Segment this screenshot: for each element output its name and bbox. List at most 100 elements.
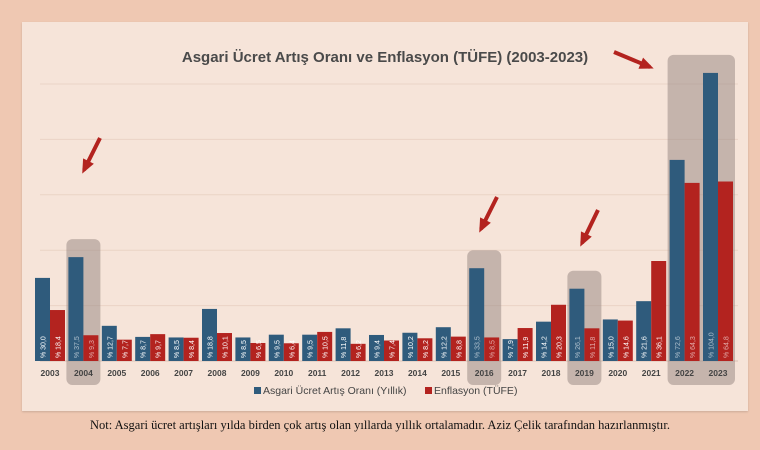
bar-inflation-2003	[50, 310, 65, 361]
bar-inflation-2021	[651, 261, 667, 361]
data-label: % 7,9	[508, 340, 515, 358]
x-tick-label: 2017	[508, 368, 527, 378]
bar-wage-2003	[35, 277, 50, 361]
data-label: % 8,8	[456, 340, 463, 358]
bar-wage-2006	[135, 336, 151, 361]
data-label: % 12,7	[107, 336, 114, 358]
bar-wage-2011	[302, 334, 318, 361]
x-tick-label: 2004	[74, 368, 93, 378]
data-label: % 33,5	[475, 336, 482, 358]
x-tick-label: 2003	[41, 368, 60, 378]
legend-swatch-wage	[254, 387, 261, 394]
bar-inflation-2022	[684, 182, 700, 361]
data-label: % 10,1	[223, 336, 230, 358]
arrowhead-icon	[82, 158, 94, 174]
x-tick-label: 2008	[208, 368, 227, 378]
data-label: % 14,6	[623, 336, 630, 358]
bar-wage-2015	[435, 327, 451, 361]
x-tick-label: 2012	[341, 368, 360, 378]
bar-inflation-2015	[450, 336, 466, 361]
bar-inflation-2013	[384, 340, 399, 361]
data-label: % 72,6	[675, 336, 682, 358]
data-label: % 8,5	[241, 340, 248, 358]
bar-inflation-2018	[551, 304, 566, 361]
bar-wage-2016	[469, 268, 485, 361]
data-label: % 64,8	[724, 336, 731, 358]
x-tick-label: 2016	[475, 368, 494, 378]
bar-inflation-2006	[150, 334, 166, 361]
data-label: % 12,2	[441, 336, 448, 358]
data-label: % 6,4	[289, 340, 296, 358]
bar-inflation-2012	[350, 343, 366, 361]
data-label: % 11,8	[590, 337, 597, 358]
x-tick-label: 2019	[575, 368, 594, 378]
data-label: % 15,0	[608, 336, 615, 358]
chart: Asgari Ücret Artış Oranı ve Enflasyon (T…	[35, 49, 738, 397]
bar-inflation-2023	[718, 181, 733, 361]
x-tick-label: 2021	[642, 368, 661, 378]
data-label: % 21,6	[642, 336, 649, 358]
bar-inflation-2009	[250, 342, 266, 361]
data-label: % 7,4	[390, 340, 397, 358]
x-tick-label: 2007	[174, 368, 193, 378]
data-label: % 18,4	[56, 336, 63, 358]
bar-wage-2007	[168, 337, 184, 361]
legend-label-inflation: Enflasyon (TÜFE)	[434, 385, 517, 397]
data-label: % 14,2	[542, 336, 549, 358]
bar-wage-2023	[703, 72, 718, 362]
bar-inflation-2010	[283, 343, 299, 361]
data-label: % 9,3	[89, 340, 96, 358]
data-label: % 9,7	[156, 340, 163, 358]
data-label: % 8,7	[141, 340, 148, 358]
data-label: % 10,5	[323, 336, 330, 358]
arrowhead-icon	[479, 217, 491, 233]
data-label: % 9,5	[308, 340, 315, 358]
data-label: % 6,2	[356, 340, 363, 358]
bar-wage-2014	[402, 332, 418, 361]
data-label: % 18,8	[208, 336, 215, 358]
bar-inflation-2020	[617, 320, 633, 361]
data-label: % 64,3	[690, 336, 697, 358]
x-tick-label: 2009	[241, 368, 260, 378]
chart-panel: Asgari Ücret Artış Oranı ve Enflasyon (T…	[22, 22, 748, 411]
data-label: % 8,5	[490, 340, 497, 358]
data-label: % 36,1	[657, 336, 664, 358]
data-label: % 7,7	[122, 340, 129, 358]
x-tick-label: 2015	[441, 368, 460, 378]
bar-inflation-2014	[417, 338, 433, 361]
data-label: % 10,2	[408, 336, 415, 358]
bar-inflation-2016	[484, 337, 500, 361]
bar-wage-2022	[669, 159, 685, 361]
bar-inflation-2005	[116, 339, 132, 361]
bar-wage-2018	[536, 321, 551, 361]
data-label: % 6,5	[256, 340, 263, 358]
bar-wage-2004	[68, 257, 84, 361]
data-label: % 9,5	[274, 340, 281, 358]
bar-inflation-2004	[83, 335, 99, 361]
x-tick-label: 2010	[274, 368, 293, 378]
bar-wage-2012	[335, 328, 351, 361]
bar-wage-2005	[101, 325, 117, 361]
bar-inflation-2017	[517, 328, 533, 361]
x-tick-label: 2005	[107, 368, 126, 378]
x-tick-label: 2023	[709, 368, 728, 378]
data-label: % 26,1	[575, 336, 582, 358]
bar-wage-2010	[268, 334, 284, 361]
x-tick-label: 2014	[408, 368, 427, 378]
data-label: % 37,5	[74, 336, 81, 358]
x-tick-label: 2022	[675, 368, 694, 378]
legend-label-wage: Asgari Ücret Artış Oranı (Yıllık)	[263, 385, 407, 397]
data-label: % 8,5	[174, 340, 181, 358]
bar-wage-2009	[235, 337, 251, 361]
arrowhead-icon	[580, 231, 592, 247]
data-label: % 104,0	[709, 332, 716, 358]
x-tick-label: 2020	[608, 368, 627, 378]
data-label: % 11,8	[341, 337, 348, 358]
bar-inflation-2011	[317, 331, 333, 361]
x-tick-label: 2013	[375, 368, 394, 378]
bar-inflation-2008	[217, 333, 232, 361]
bar-wage-2008	[202, 308, 217, 361]
bar-wage-2019	[569, 288, 585, 361]
data-label: % 8,2	[423, 340, 430, 358]
bar-wage-2017	[502, 339, 518, 361]
